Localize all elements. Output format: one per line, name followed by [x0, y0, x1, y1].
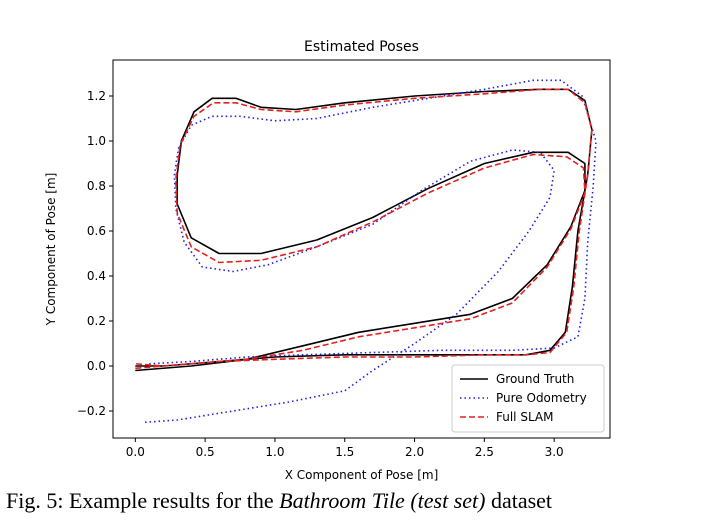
y-tick-label: 1.0: [87, 134, 106, 148]
x-tick-label: 1.0: [265, 445, 284, 459]
legend: Ground Truth Pure Odometry Full SLAM: [451, 364, 605, 433]
caption-dataset-name: Bathroom Tile (test set): [279, 488, 486, 513]
legend-box: [451, 364, 605, 433]
series-line-3: [135, 88, 593, 370]
x-tick-label: 2.5: [475, 445, 494, 459]
series-layer: [135, 79, 597, 424]
series-line-2: [145, 79, 597, 424]
y-tick-label: 0.4: [87, 269, 106, 283]
x-axis-ticks: 0.0 0.5 1.0 1.5 2.0 2.5 3.0: [126, 438, 564, 459]
y-tick-label: 0.0: [87, 359, 106, 373]
y-tick-label: 1.2: [87, 89, 106, 103]
plot-frame: [112, 59, 611, 439]
y-tick-label: 0.2: [87, 314, 106, 328]
chart-title: Estimated Poses: [304, 39, 419, 55]
series-line-1: [135, 88, 593, 372]
legend-label: Ground Truth: [496, 372, 574, 386]
legend-label: Full SLAM: [496, 410, 553, 424]
caption-suffix: dataset: [485, 488, 553, 513]
figure-caption: Fig. 5: Example results for the Bathroom…: [6, 488, 711, 522]
y-tick-label: 0.6: [87, 224, 106, 238]
x-tick-label: 0.0: [126, 445, 145, 459]
caption-prefix: Fig. 5: Example results for the: [6, 488, 280, 513]
x-tick-label: 1.5: [335, 445, 354, 459]
y-tick-label: −0.2: [77, 404, 106, 418]
estimated-poses-chart: Estimated Poses 0.0 0.5 1.0 1.5 2.0 2.5 3.0 −0…: [44, 39, 611, 482]
y-tick-label: 0.8: [87, 179, 106, 193]
legend-label: Pure Odometry: [496, 391, 587, 405]
x-axis-label: X Component of Pose [m]: [285, 468, 439, 482]
x-tick-label: 0.5: [196, 445, 215, 459]
x-tick-label: 3.0: [545, 445, 564, 459]
y-axis-label: Y Component of Pose [m]: [44, 173, 58, 327]
y-axis-ticks: −0.2 0.0 0.2 0.4 0.6 0.8 1.0 1.2: [77, 89, 113, 418]
x-tick-label: 2.0: [405, 445, 424, 459]
